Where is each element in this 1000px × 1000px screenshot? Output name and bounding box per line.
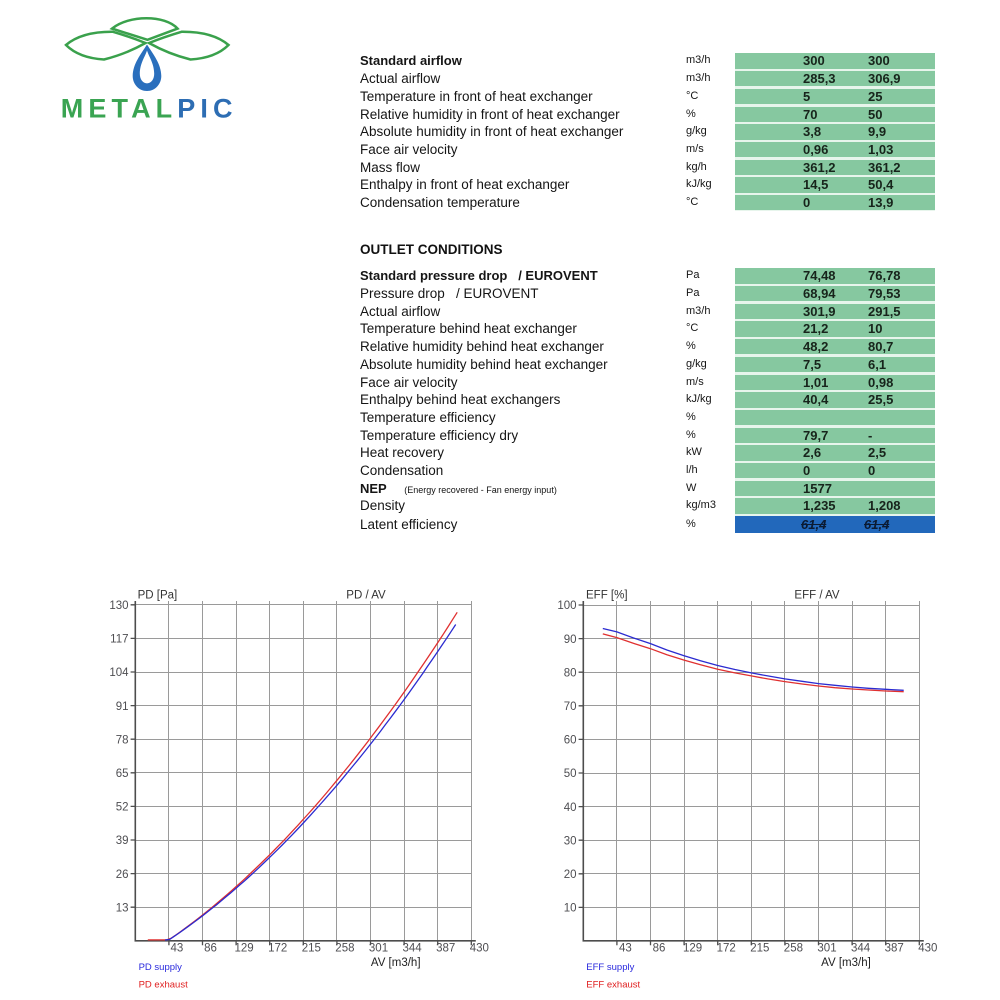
svg-text:METALPIC: METALPIC xyxy=(61,94,238,124)
svg-text:430: 430 xyxy=(470,943,489,955)
svg-text:387: 387 xyxy=(436,943,455,955)
svg-text:AV [m3/h]: AV [m3/h] xyxy=(821,957,871,969)
svg-text:60: 60 xyxy=(564,735,577,747)
svg-text:13: 13 xyxy=(116,902,129,914)
svg-text:90: 90 xyxy=(564,634,577,646)
svg-text:20: 20 xyxy=(564,869,577,881)
svg-text:258: 258 xyxy=(335,943,354,955)
svg-text:430: 430 xyxy=(918,943,937,955)
svg-text:43: 43 xyxy=(171,943,184,955)
svg-text:AV [m3/h]: AV [m3/h] xyxy=(371,957,421,969)
svg-text:100: 100 xyxy=(557,600,576,612)
svg-text:39: 39 xyxy=(116,835,129,847)
svg-text:10: 10 xyxy=(564,903,577,915)
svg-text:EFF supply: EFF supply xyxy=(586,962,634,973)
svg-text:43: 43 xyxy=(619,943,632,955)
svg-text:80: 80 xyxy=(564,667,577,679)
svg-text:70: 70 xyxy=(564,701,577,713)
svg-text:258: 258 xyxy=(784,943,803,955)
svg-text:301: 301 xyxy=(817,943,836,955)
svg-text:EFF [%]: EFF [%] xyxy=(586,590,628,602)
svg-text:EFF exhaust: EFF exhaust xyxy=(586,980,640,991)
svg-text:PD exhaust: PD exhaust xyxy=(139,980,188,991)
svg-text:86: 86 xyxy=(653,943,666,955)
svg-text:301: 301 xyxy=(369,943,388,955)
svg-text:129: 129 xyxy=(683,943,702,955)
svg-text:91: 91 xyxy=(116,701,129,713)
svg-text:65: 65 xyxy=(116,768,129,780)
svg-text:117: 117 xyxy=(110,634,128,646)
svg-text:129: 129 xyxy=(235,943,254,955)
svg-text:PD / AV: PD / AV xyxy=(346,590,386,602)
svg-text:215: 215 xyxy=(750,943,769,955)
svg-text:PD [Pa]: PD [Pa] xyxy=(138,590,178,602)
svg-text:344: 344 xyxy=(403,943,423,955)
svg-text:78: 78 xyxy=(116,734,129,746)
svg-text:50: 50 xyxy=(564,768,577,780)
svg-text:EFF / AV: EFF / AV xyxy=(794,590,839,602)
svg-text:104: 104 xyxy=(109,667,129,679)
svg-text:172: 172 xyxy=(268,943,287,955)
svg-text:172: 172 xyxy=(717,943,736,955)
svg-text:130: 130 xyxy=(109,600,128,612)
svg-text:86: 86 xyxy=(204,943,217,955)
svg-text:26: 26 xyxy=(116,869,129,881)
svg-text:40: 40 xyxy=(564,802,577,814)
svg-text:387: 387 xyxy=(885,943,904,955)
svg-text:PD supply: PD supply xyxy=(139,962,183,973)
svg-text:52: 52 xyxy=(116,802,129,814)
svg-text:344: 344 xyxy=(851,943,871,955)
svg-text:215: 215 xyxy=(302,943,321,955)
svg-text:30: 30 xyxy=(564,835,577,847)
